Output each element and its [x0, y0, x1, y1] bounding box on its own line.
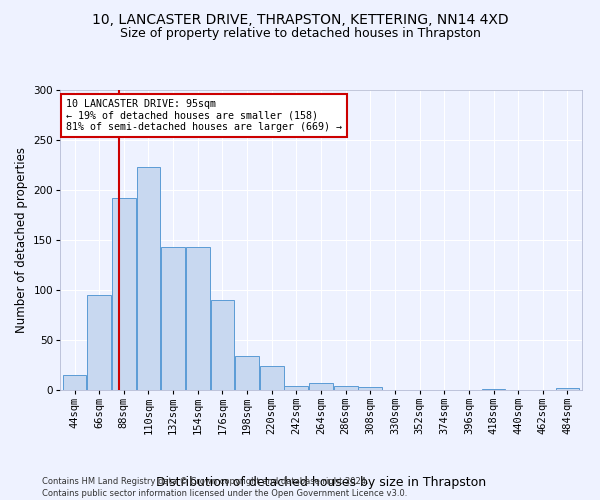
Bar: [482, 389, 505, 390]
Y-axis label: Number of detached properties: Number of detached properties: [15, 147, 28, 333]
Text: Size of property relative to detached houses in Thrapston: Size of property relative to detached ho…: [119, 28, 481, 40]
Bar: [260, 366, 284, 390]
Text: Contains HM Land Registry data © Crown copyright and database right 2024.: Contains HM Land Registry data © Crown c…: [42, 478, 368, 486]
Text: Contains public sector information licensed under the Open Government Licence v3: Contains public sector information licen…: [42, 489, 407, 498]
Bar: [358, 387, 382, 390]
Bar: [186, 247, 209, 390]
Bar: [556, 388, 580, 390]
Bar: [137, 167, 160, 390]
Bar: [309, 383, 333, 390]
X-axis label: Distribution of detached houses by size in Thrapston: Distribution of detached houses by size …: [156, 476, 486, 489]
Bar: [62, 375, 86, 390]
Bar: [235, 356, 259, 390]
Bar: [88, 295, 111, 390]
Text: 10, LANCASTER DRIVE, THRAPSTON, KETTERING, NN14 4XD: 10, LANCASTER DRIVE, THRAPSTON, KETTERIN…: [92, 12, 508, 26]
Bar: [161, 247, 185, 390]
Bar: [334, 386, 358, 390]
Text: 10 LANCASTER DRIVE: 95sqm
← 19% of detached houses are smaller (158)
81% of semi: 10 LANCASTER DRIVE: 95sqm ← 19% of detac…: [65, 99, 341, 132]
Bar: [112, 198, 136, 390]
Bar: [211, 300, 234, 390]
Bar: [284, 386, 308, 390]
